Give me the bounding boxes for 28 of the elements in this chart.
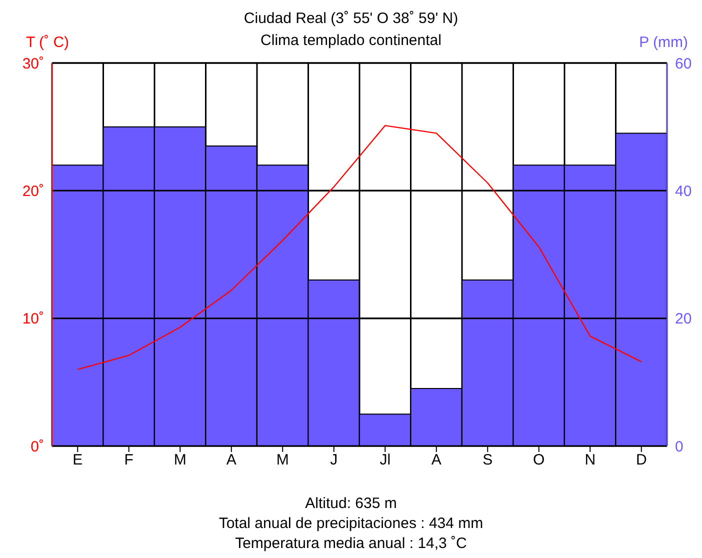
chart-subtitle: Clima templado continental bbox=[260, 32, 442, 49]
x-tick-label: Jl bbox=[380, 452, 391, 469]
y2-tick-label: 40 bbox=[675, 182, 692, 200]
text: Temperatura media anual : 14,3 ˚C bbox=[234, 534, 468, 554]
y-tick-label: 10˚ bbox=[22, 310, 44, 328]
x-tick-label: A bbox=[226, 452, 236, 469]
text: Altitud: 635 m bbox=[304, 494, 398, 514]
chart-title: Ciudad Real (3˚ 55' O 38˚ 59' N) bbox=[242, 10, 460, 27]
y-axis-title: T (˚ C) bbox=[26, 34, 70, 51]
y-tick-label: 30˚ bbox=[22, 55, 44, 72]
x-tick-label: N bbox=[584, 452, 596, 469]
y-tick-label: 20˚ bbox=[22, 182, 44, 200]
y2-axis-title: P (mm) bbox=[639, 34, 688, 51]
x-tick-label: D bbox=[636, 452, 647, 469]
y-tick-label: 0˚ bbox=[30, 438, 44, 456]
x-tick-label: E bbox=[72, 452, 83, 469]
x-tick-label: O bbox=[533, 452, 545, 469]
line-series bbox=[77, 124, 642, 370]
x-tick-label: A bbox=[431, 452, 442, 469]
x-tick-label: M bbox=[174, 452, 186, 469]
x-tick-label: S bbox=[482, 452, 493, 469]
y2-tick-label: 0 bbox=[675, 438, 684, 456]
y2-tick-label: 20 bbox=[675, 310, 692, 328]
text: Total anual de precipitaciones : 434 mm bbox=[218, 514, 484, 534]
x-tick-label: M bbox=[276, 452, 289, 469]
x-tick-label: F bbox=[124, 452, 134, 469]
y2-tick-label: 60 bbox=[675, 55, 692, 72]
x-tick-label: J bbox=[330, 452, 338, 469]
